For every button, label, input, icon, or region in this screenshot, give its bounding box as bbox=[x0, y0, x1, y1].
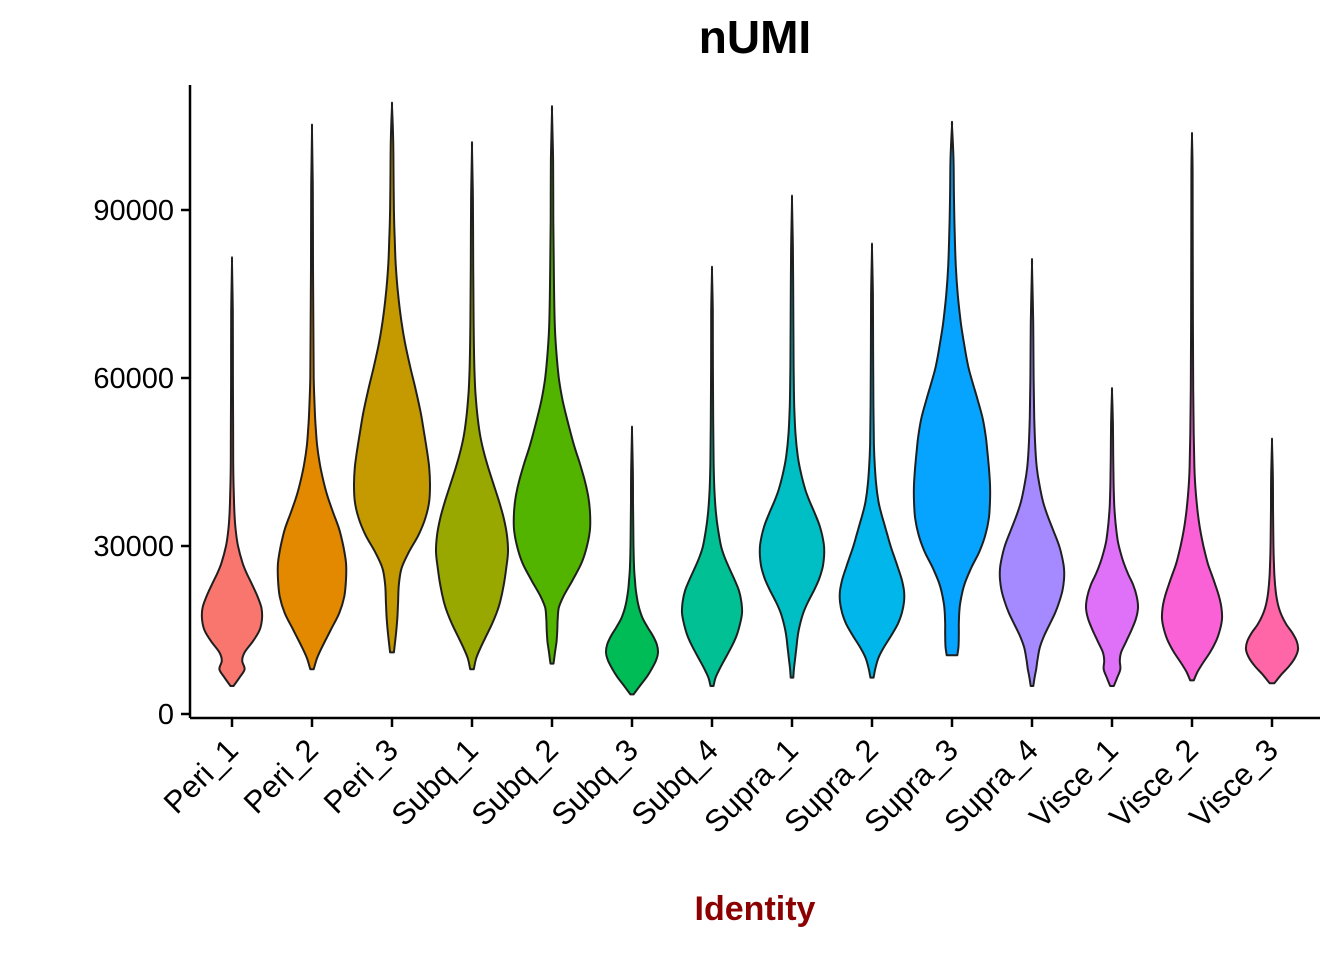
x-tick-label-Subq_1: Subq_1 bbox=[385, 732, 485, 832]
violin-Supra_4 bbox=[998, 258, 1066, 687]
violin-Visce_3 bbox=[1244, 437, 1300, 685]
x-tick-label-Subq_2: Subq_2 bbox=[465, 732, 565, 832]
y-tick-label: 90000 bbox=[93, 195, 174, 227]
y-tick-label: 60000 bbox=[93, 363, 174, 395]
x-tick-label-Peri_2: Peri_2 bbox=[237, 732, 325, 820]
violin-Peri_3 bbox=[353, 101, 431, 654]
violin-Subq_2 bbox=[512, 105, 592, 665]
violin-Peri_2 bbox=[276, 123, 348, 671]
x-tick-label-Visce_2: Visce_2 bbox=[1103, 732, 1205, 834]
violin-Subq_1 bbox=[434, 141, 510, 671]
violin-Supra_1 bbox=[758, 194, 826, 679]
x-axis-title: Identity bbox=[694, 890, 816, 928]
violin-Visce_2 bbox=[1160, 132, 1224, 682]
y-tick-label: 0 bbox=[158, 699, 174, 731]
x-tick-label-Visce_1: Visce_1 bbox=[1023, 732, 1125, 834]
x-tick-label-Visce_3: Visce_3 bbox=[1183, 732, 1285, 834]
violin-Subq_3 bbox=[604, 425, 660, 696]
violin-Subq_4 bbox=[680, 265, 744, 687]
violin-Peri_1 bbox=[200, 256, 264, 687]
x-tick-label-Subq_3: Subq_3 bbox=[545, 732, 645, 832]
violin-Supra_2 bbox=[838, 242, 906, 679]
violin-Supra_3 bbox=[912, 120, 992, 657]
x-tick-label-Peri_1: Peri_1 bbox=[157, 732, 245, 820]
y-tick-label: 30000 bbox=[93, 531, 174, 563]
violin-Visce_1 bbox=[1084, 387, 1140, 687]
chart-title: nUMI bbox=[698, 11, 812, 63]
